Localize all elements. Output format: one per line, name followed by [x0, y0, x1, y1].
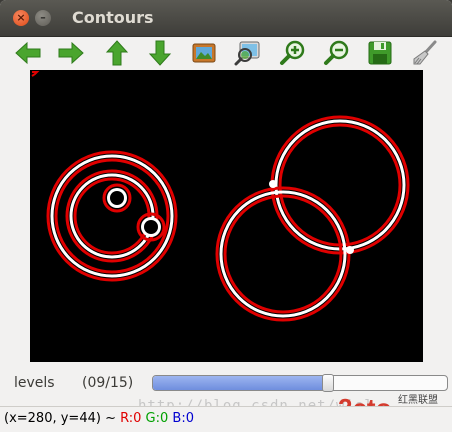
- title-bar: × – Contours: [0, 0, 452, 37]
- pan-right-button[interactable]: [57, 39, 85, 67]
- pan-down-button[interactable]: [146, 39, 174, 67]
- arrow-right-icon: [58, 41, 84, 65]
- status-green-value: G:0: [145, 411, 169, 426]
- zoom-picture-icon: [234, 41, 260, 66]
- zoom-in-icon: [280, 40, 305, 65]
- save-icon: [368, 41, 392, 65]
- trackbar-label: levels: [14, 375, 55, 391]
- zoom-reset-button[interactable]: [190, 39, 218, 67]
- contour-image: [30, 70, 423, 362]
- arrow-left-icon: [15, 41, 41, 65]
- left-contour-group: [46, 150, 178, 282]
- save-button[interactable]: [366, 39, 394, 67]
- zoom-out-icon: [324, 40, 349, 65]
- minimize-button[interactable]: –: [35, 10, 51, 26]
- status-coordinates: (x=280, y=44) ~: [4, 411, 116, 426]
- pan-left-button[interactable]: [14, 39, 42, 67]
- zoom-to-image-button[interactable]: [234, 39, 262, 67]
- status-red-value: R:0: [120, 411, 142, 426]
- arrow-up-icon: [105, 40, 129, 66]
- slider-fill: [153, 376, 328, 390]
- picture-icon: [192, 43, 216, 63]
- close-button[interactable]: ×: [13, 10, 29, 26]
- brush-icon: [413, 40, 437, 65]
- watermark-logo-cn: 红黑联盟: [398, 395, 438, 406]
- status-bar: (x=280, y=44) ~ R:0 G:0 B:0: [0, 406, 452, 432]
- zoom-in-button[interactable]: [279, 39, 307, 67]
- slider-handle[interactable]: [322, 374, 334, 392]
- corner-contour: [31, 71, 40, 77]
- image-canvas[interactable]: [30, 70, 423, 362]
- window-title: Contours: [72, 8, 154, 27]
- arrow-down-icon: [148, 40, 172, 66]
- toolbar: [0, 36, 452, 70]
- right-contour-group: [215, 115, 410, 322]
- levels-slider[interactable]: [152, 374, 448, 392]
- properties-button[interactable]: [411, 39, 439, 67]
- pan-up-button[interactable]: [103, 39, 131, 67]
- zoom-out-button[interactable]: [323, 39, 351, 67]
- status-blue-value: B:0: [172, 411, 194, 426]
- trackbar-value: (09/15): [82, 375, 134, 391]
